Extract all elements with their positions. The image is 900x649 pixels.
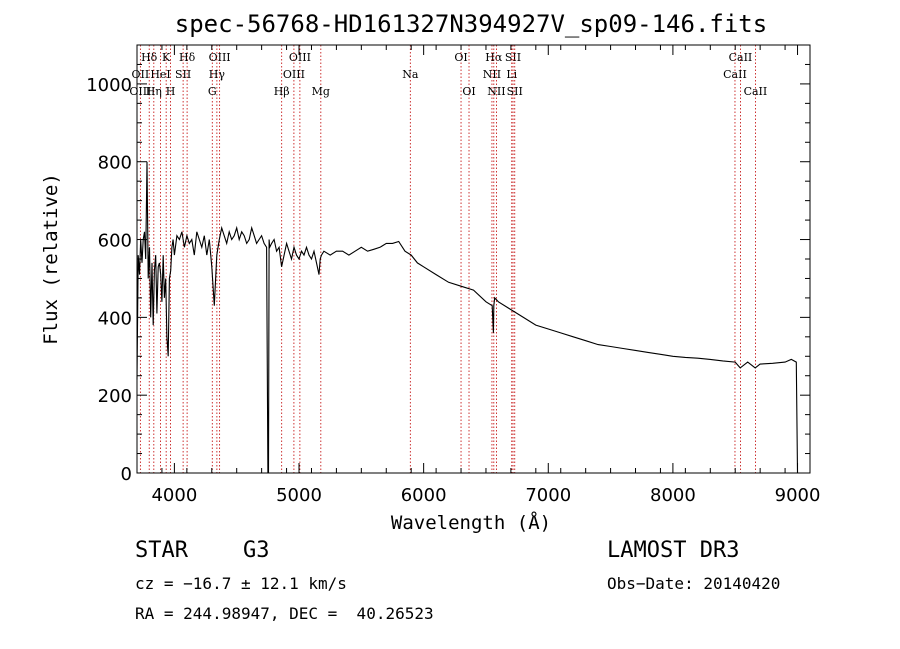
- spectral-line-label: CaII: [723, 68, 747, 81]
- spectral-line-label: SII: [175, 68, 191, 81]
- x-tick-label: 9000: [775, 485, 821, 506]
- spectral-line-label: G: [208, 85, 217, 98]
- x-axis-ticks: 4000 5000 6000 7000 8000 9000: [136, 45, 821, 506]
- spectral-line-label: Hα: [485, 51, 503, 64]
- spectral-line-markers: Hδ OII OIII K HeI Hη Hδ SII H OIII Hγ G OIII OIII Hβ Mg…: [129, 45, 767, 473]
- survey-name: LAMOST DR3: [607, 538, 740, 563]
- spectral-line-label: HeI: [150, 68, 170, 81]
- x-tick-label: 5000: [276, 485, 322, 506]
- spectral-line-label: H: [166, 85, 176, 98]
- spectral-line-label: Hδ: [141, 51, 158, 64]
- subclass: G3: [243, 538, 270, 563]
- x-axis-label: Wavelength (Å): [391, 511, 551, 534]
- spectral-line-label: Hβ: [274, 85, 290, 98]
- spectral-line-label: SII: [507, 85, 523, 98]
- spectral-line-label: OI: [454, 51, 467, 64]
- spectral-line-label: OII: [132, 68, 150, 81]
- y-tick-label: 200: [98, 386, 132, 407]
- x-tick-label: 6000: [401, 485, 447, 506]
- spectral-line-label: Hγ: [209, 68, 226, 81]
- spectral-line-label: OIII: [209, 51, 231, 64]
- spectral-line-label: Hδ: [179, 51, 196, 64]
- flux-series-line: [136, 161, 799, 474]
- spectral-line-label: OI: [462, 85, 475, 98]
- spectral-line-label: NII: [483, 68, 501, 81]
- coordinates: RA = 244.98947, DEC = 40.26523: [135, 604, 434, 623]
- spectral-line-label: CaII: [729, 51, 753, 64]
- spectral-line-label: CaII: [744, 85, 768, 98]
- y-axis-ticks: 0 200 400 600 800 1000: [86, 63, 810, 485]
- spectral-line-label: Mg: [312, 85, 330, 98]
- spectral-line-label: SII: [505, 51, 521, 64]
- object-class: STAR: [135, 538, 188, 563]
- spectral-line-label: NII: [487, 85, 505, 98]
- chart-title: spec-56768-HD161327N394927V_sp09-146.fit…: [175, 10, 767, 38]
- spectral-line-label: Na: [402, 68, 419, 81]
- y-tick-label: 800: [98, 153, 132, 174]
- y-tick-label: 0: [121, 464, 132, 485]
- x-tick-label: 7000: [525, 485, 571, 506]
- spectral-line-label: OIII: [129, 85, 151, 98]
- spectral-line-label: K: [162, 51, 171, 64]
- redshift-cz: cz = −16.7 ± 12.1 km/s: [135, 574, 347, 593]
- y-tick-label: 1000: [86, 75, 132, 96]
- spectral-line-label: Hη: [146, 85, 162, 98]
- y-axis-label: Flux (relative): [40, 173, 62, 345]
- spectral-line-label: Li: [506, 68, 517, 81]
- observation-date: Obs−Date: 20140420: [607, 574, 781, 593]
- plot-frame: [136, 44, 811, 474]
- x-tick-label: 8000: [650, 485, 696, 506]
- spectral-line-label: OIII: [283, 68, 305, 81]
- y-tick-label: 400: [98, 308, 132, 329]
- y-tick-label: 600: [98, 231, 132, 252]
- x-tick-label: 4000: [151, 485, 197, 506]
- spectral-line-label: OIII: [289, 51, 311, 64]
